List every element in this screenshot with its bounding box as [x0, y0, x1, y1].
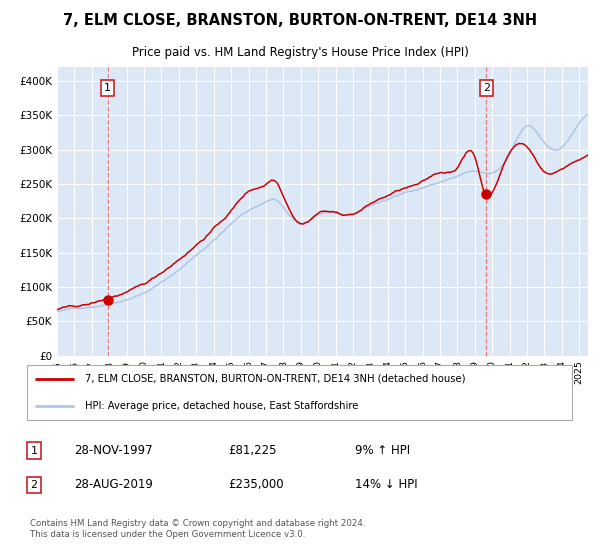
Text: 2: 2	[31, 480, 37, 490]
Text: 9% ↑ HPI: 9% ↑ HPI	[355, 444, 410, 457]
Text: 2: 2	[483, 83, 490, 93]
Text: HPI: Average price, detached house, East Staffordshire: HPI: Average price, detached house, East…	[85, 402, 358, 412]
Text: 28-NOV-1997: 28-NOV-1997	[74, 444, 152, 457]
Text: 1: 1	[31, 446, 37, 456]
Text: 14% ↓ HPI: 14% ↓ HPI	[355, 478, 418, 491]
FancyBboxPatch shape	[27, 365, 572, 421]
Text: Contains HM Land Registry data © Crown copyright and database right 2024.
This d: Contains HM Land Registry data © Crown c…	[29, 519, 365, 539]
Text: 1: 1	[104, 83, 111, 93]
Text: 7, ELM CLOSE, BRANSTON, BURTON-ON-TRENT, DE14 3NH: 7, ELM CLOSE, BRANSTON, BURTON-ON-TRENT,…	[63, 13, 537, 28]
Text: 28-AUG-2019: 28-AUG-2019	[74, 478, 152, 491]
Text: £235,000: £235,000	[228, 478, 284, 491]
Text: Price paid vs. HM Land Registry's House Price Index (HPI): Price paid vs. HM Land Registry's House …	[131, 46, 469, 59]
Text: £81,225: £81,225	[228, 444, 277, 457]
Text: 7, ELM CLOSE, BRANSTON, BURTON-ON-TRENT, DE14 3NH (detached house): 7, ELM CLOSE, BRANSTON, BURTON-ON-TRENT,…	[85, 374, 465, 384]
